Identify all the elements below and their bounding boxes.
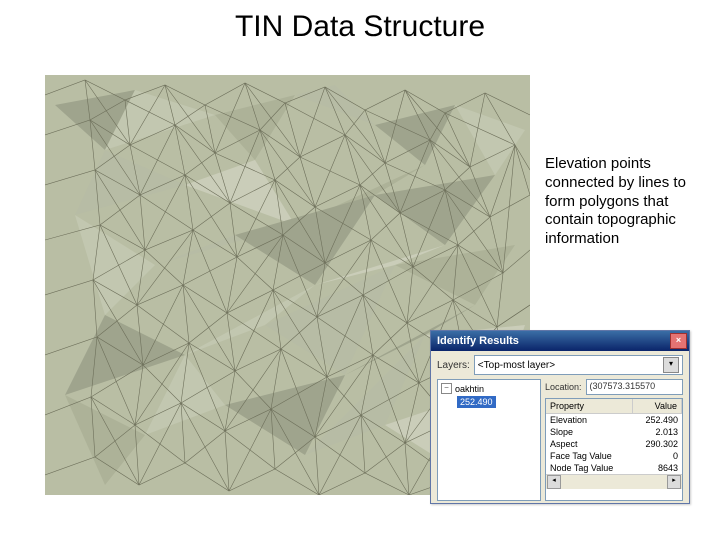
- location-label: Location:: [545, 382, 582, 392]
- layers-label: Layers:: [437, 360, 470, 371]
- close-icon[interactable]: ×: [670, 333, 687, 349]
- header-property[interactable]: Property: [546, 399, 633, 413]
- layers-dropdown[interactable]: <Top-most layer> ▾: [474, 355, 683, 375]
- details-pane: Location: (307573.315570 Property Value …: [545, 379, 683, 501]
- identify-results-window: Identify Results × Layers: <Top-most lay…: [430, 330, 690, 504]
- chevron-down-icon[interactable]: ▾: [663, 357, 679, 373]
- table-header: Property Value: [546, 399, 682, 414]
- tree-selected-node[interactable]: 252.490: [457, 396, 496, 408]
- table-row[interactable]: Aspect 290.302: [546, 438, 682, 450]
- header-value[interactable]: Value: [633, 399, 682, 413]
- slide-title: TIN Data Structure: [0, 10, 720, 44]
- window-title: Identify Results: [437, 335, 519, 347]
- scroll-left-icon[interactable]: ◂: [547, 475, 561, 489]
- collapse-icon[interactable]: −: [441, 383, 452, 394]
- location-row: Location: (307573.315570: [545, 379, 683, 395]
- table-row[interactable]: Node Tag Value 8643: [546, 462, 682, 474]
- table-row[interactable]: Slope 2.013: [546, 426, 682, 438]
- horizontal-scrollbar[interactable]: ◂ ▸: [546, 474, 682, 489]
- caption-text: Elevation points connected by lines to f…: [545, 155, 695, 249]
- tree-pane[interactable]: − oakhtin 252.490: [437, 379, 541, 501]
- location-value: (307573.315570: [586, 379, 683, 395]
- table-row[interactable]: Face Tag Value 0: [546, 450, 682, 462]
- tree-root-label: oakhtin: [455, 384, 484, 394]
- scroll-right-icon[interactable]: ▸: [667, 475, 681, 489]
- slide: TIN Data Structure: [0, 0, 720, 540]
- table-row[interactable]: Elevation 252.490: [546, 414, 682, 426]
- layers-selected-value: <Top-most layer>: [478, 360, 555, 371]
- window-titlebar[interactable]: Identify Results ×: [431, 331, 689, 351]
- layers-row: Layers: <Top-most layer> ▾: [431, 351, 689, 379]
- property-table: Property Value Elevation 252.490 Slope 2…: [545, 398, 683, 501]
- results-body: − oakhtin 252.490 Location: (307573.3155…: [431, 379, 689, 507]
- tree-root-node[interactable]: − oakhtin: [441, 383, 537, 394]
